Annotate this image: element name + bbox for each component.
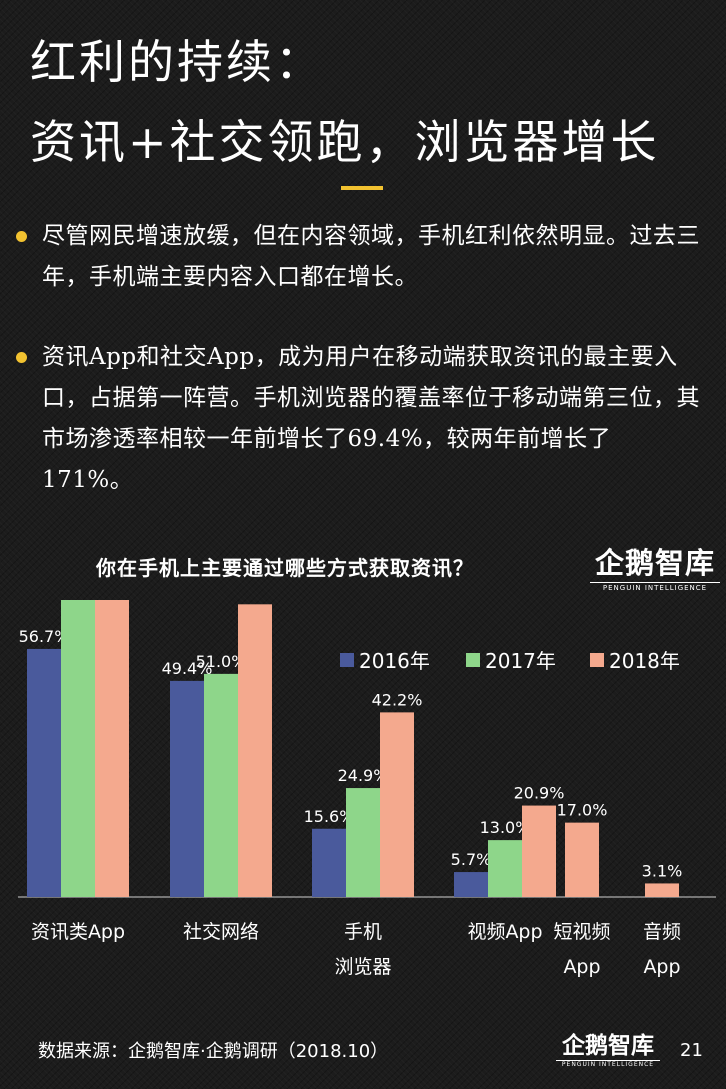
bar-2-2016	[312, 828, 346, 897]
bar-label-4-2018: 17.0%	[557, 801, 608, 820]
bar-4-2018	[565, 822, 599, 897]
bar-label-1-2018: 66.9%	[230, 600, 281, 601]
bar-label-2-2016: 15.6%	[304, 807, 355, 826]
legend-swatch-2016	[340, 653, 354, 667]
legend-swatch-2017	[466, 653, 480, 667]
bar-0-2018	[95, 600, 129, 897]
category-label-2-line2: 浏览器	[334, 956, 391, 978]
data-source: 数据来源：企鹅智库·企鹅调研（2018.10）	[38, 1041, 389, 1062]
category-label-1: 社交网络	[183, 921, 259, 943]
bar-0-2017	[61, 600, 95, 897]
title-underline	[341, 186, 383, 190]
category-label-4-line2: App	[563, 956, 600, 978]
bar-3-2017	[488, 840, 522, 897]
bar-chart: 56.7%72.7%76.4%资讯类App49.4%51.0%66.9%社交网络…	[18, 600, 716, 978]
bar-label-3-2017: 13.0%	[480, 818, 531, 837]
page-title-line-2: 资讯+社交领跑，浏览器增长	[30, 115, 660, 169]
legend-label-2016: 2016年	[359, 649, 430, 673]
bar-3-2016	[454, 872, 488, 897]
bar-2-2017	[346, 788, 380, 897]
bar-label-1-2016: 49.4%	[162, 659, 213, 678]
bullet-text-1: 尽管网民增速放缓，但在内容领域，手机红利依然明显。过去三年，手机端主要内容入口都…	[42, 223, 700, 290]
bar-label-2-2017: 24.9%	[338, 766, 389, 785]
bar-label-3-2018: 20.9%	[514, 784, 565, 803]
bar-1-2016	[170, 680, 204, 897]
page-title-line-1: 红利的持续：	[30, 35, 324, 89]
bar-5-2018	[645, 883, 679, 897]
bar-label-2-2018: 42.2%	[372, 690, 423, 709]
bar-0-2016	[27, 648, 61, 897]
bar-1-2018	[238, 604, 272, 897]
logo-name: 企鹅智库	[594, 546, 715, 580]
bar-label-3-2016: 5.7%	[451, 850, 492, 869]
bullet-text-2: 资讯App和社交App，成为用户在移动端获取资讯的最主要入口，占据第一阵营。手机…	[42, 344, 700, 493]
chart-title: 你在手机上主要通过哪些方式获取资讯？	[96, 556, 474, 580]
category-label-4: 短视频	[553, 921, 610, 943]
legend-swatch-2018	[590, 653, 604, 667]
legend-label-2017: 2017年	[485, 649, 556, 673]
page-number: 21	[680, 1040, 703, 1061]
legend-label-2018: 2018年	[609, 649, 680, 673]
footer-logo-name: 企鹅智库	[562, 1033, 654, 1059]
footer-logo: 企鹅智库 PENGUIN INTELLIGENCE	[556, 1032, 660, 1069]
category-label-5-line2: App	[643, 956, 680, 978]
bar-1-2017	[204, 673, 238, 897]
bar-label-5-2018: 3.1%	[642, 861, 683, 880]
footer-logo-subtitle: PENGUIN INTELLIGENCE	[556, 1060, 660, 1069]
bar-label-1-2017: 51.0%	[196, 652, 247, 671]
category-label-5: 音频	[643, 921, 681, 943]
bullet-dot-icon	[16, 352, 27, 363]
logo-subtitle: PENGUIN INTELLIGENCE	[590, 582, 720, 593]
bar-2-2018	[380, 712, 414, 897]
category-label-2: 手机	[344, 921, 382, 943]
bar-label-0-2016: 56.7%	[19, 627, 70, 646]
penguin-intelligence-logo: 企鹅智库 PENGUIN INTELLIGENCE	[590, 545, 720, 593]
category-label-0: 资讯类App	[31, 921, 125, 943]
bullet-dot-icon	[16, 231, 27, 242]
bar-3-2018	[522, 805, 556, 897]
category-label-3: 视频App	[467, 921, 542, 943]
